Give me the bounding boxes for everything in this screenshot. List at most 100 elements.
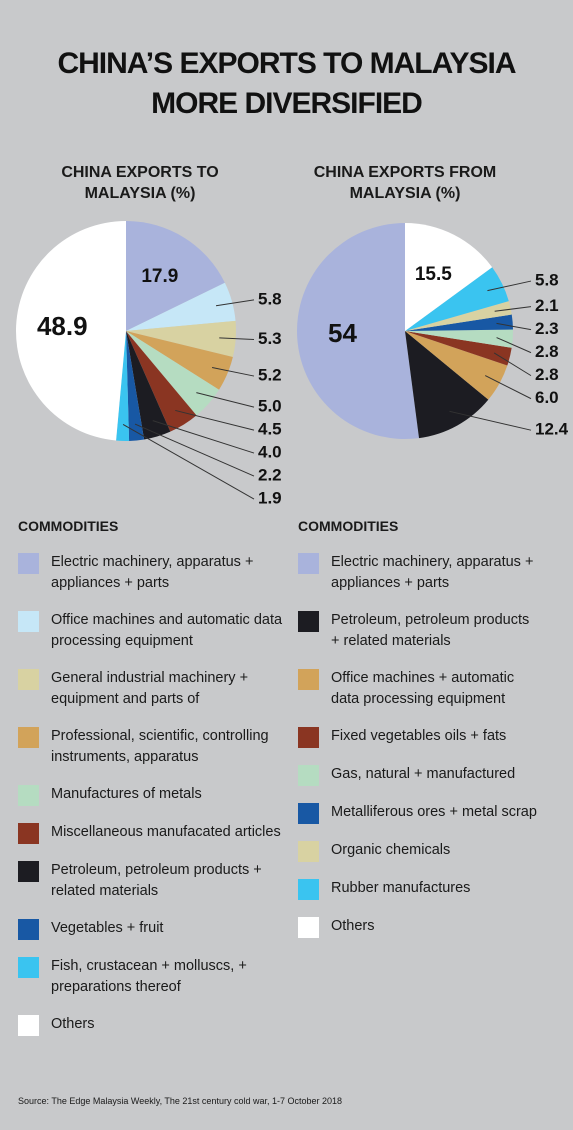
legend-swatch: [298, 803, 319, 824]
legend-label: Organic chemicals: [331, 842, 451, 858]
legend-swatch: [298, 611, 319, 632]
legend-item: Fixed vegetables oils + fats: [298, 726, 538, 748]
pie-slice: [126, 331, 233, 390]
pie-slice: [126, 320, 236, 358]
pie-slice: [405, 223, 493, 331]
value-label: 5.8: [258, 289, 282, 308]
legend-swatch: [298, 727, 319, 748]
pie-slice: [405, 267, 509, 331]
value-label: 15.5: [415, 264, 452, 285]
leader-line: [211, 366, 255, 377]
source-note: Source: The Edge Malaysia Weekly, The 21…: [18, 1096, 343, 1106]
leader-line: [494, 306, 532, 312]
legend-item: Office machines and automatic data proce…: [18, 610, 293, 652]
legend-label: Rubber manufactures: [331, 880, 471, 896]
legend-swatch: [298, 917, 319, 938]
legend-label: Metalliferous ores + metal scrap: [331, 804, 537, 820]
pie-slice: [126, 331, 197, 432]
legend-label: Office machines and automatic data proce…: [51, 612, 283, 649]
pie-slice: [15, 221, 127, 441]
legend-item: Electric machinery, apparatus + applianc…: [298, 552, 538, 594]
legend-item: General industrial machinery + equipment…: [18, 668, 293, 710]
legend-item: Others: [18, 1014, 293, 1036]
value-label: 4.5: [258, 420, 282, 439]
value-label: 2.8: [535, 365, 559, 384]
legend-title: COMMODITIES: [18, 518, 119, 534]
value-label: 12.4: [535, 420, 569, 439]
legend-item: Gas, natural + manufactured: [298, 764, 538, 786]
legend-swatch: [18, 611, 39, 632]
legend-swatch: [298, 669, 319, 690]
legend-swatch: [18, 553, 39, 574]
legend-item: Fish, crustacean + molluscs, + preparati…: [18, 956, 293, 998]
legend-swatch: [298, 841, 319, 862]
legend-item: Professional, scientific, controlling in…: [18, 726, 293, 768]
legend-swatch: [298, 879, 319, 900]
leader-line: [219, 337, 255, 340]
pie-slice: [405, 331, 489, 439]
legend-label: Gas, natural + manufactured: [331, 766, 516, 782]
pie-slice: [126, 331, 220, 416]
pie-slice: [126, 331, 145, 441]
legend-item: Petroleum, petroleum products + related …: [18, 860, 293, 902]
legend-label: Fixed vegetables oils + fats: [331, 728, 507, 744]
pie-slice: [405, 314, 513, 331]
pie-slice: [126, 282, 236, 331]
value-label: 6.0: [535, 388, 559, 407]
leader-line: [496, 322, 532, 331]
legend-swatch: [18, 823, 39, 844]
leader-line: [134, 423, 255, 477]
legend-label: Professional, scientific, controlling in…: [51, 728, 269, 765]
pie-slice: [126, 331, 171, 440]
legend-swatch: [18, 785, 39, 806]
legend-label: Miscellaneous manufacated articles: [51, 824, 281, 840]
legend-swatch: [298, 553, 319, 574]
leader-line: [485, 375, 532, 400]
legend-swatch: [18, 669, 39, 690]
legend-label: Petroleum, petroleum products + related …: [51, 862, 262, 899]
legend-label: Others: [331, 918, 375, 934]
value-label: 2.8: [535, 342, 559, 361]
legend: COMMODITIES Electric machinery, apparatus…: [298, 518, 538, 954]
value-label: 1.9: [258, 489, 282, 508]
legend-title: COMMODITIES: [298, 518, 399, 534]
main-title: CHINA’S EXPORTS TO MALAYSIA MORE DIVERSI…: [57, 47, 516, 120]
legend-label: Others: [51, 1016, 95, 1032]
leader-line: [449, 410, 532, 431]
value-label: 2.1: [535, 296, 559, 315]
pie-slice: [116, 331, 130, 441]
legend-item: Rubber manufactures: [298, 878, 538, 900]
leader-line: [152, 420, 255, 454]
value-label: 2.2: [258, 466, 282, 485]
legend-label: Vegetables + fruit: [51, 920, 164, 936]
legend-label: Electric machinery, apparatus + applianc…: [331, 554, 534, 591]
leader-line: [175, 409, 255, 431]
legend-item: Electric machinery, apparatus + applianc…: [18, 552, 293, 594]
value-label: 54: [328, 318, 357, 348]
value-label: 48.9: [37, 311, 88, 341]
leader-line: [487, 280, 532, 292]
legend-item: Office machines + automatic data process…: [298, 668, 538, 710]
legend-swatch: [18, 1015, 39, 1036]
pie-slice: [405, 331, 508, 400]
legend-item: Vegetables + fruit: [18, 918, 293, 940]
leader-line: [493, 352, 532, 377]
legend-item: Petroleum, petroleum products + related …: [298, 610, 538, 652]
legend-label: Petroleum, petroleum products + related …: [331, 612, 530, 649]
leader-line: [215, 299, 255, 307]
value-label: 5.8: [535, 271, 559, 290]
legend-label: General industrial machinery + equipment…: [51, 670, 249, 707]
legend: COMMODITIES Electric machinery, apparatus…: [18, 518, 293, 1052]
pie-slice: [126, 221, 225, 331]
value-label: 17.9: [141, 266, 178, 287]
legend-swatch: [18, 919, 39, 940]
leader-line: [196, 392, 255, 408]
legend-swatch: [18, 861, 39, 882]
value-label: 5.3: [258, 329, 282, 348]
legend-label: Electric machinery, apparatus + applianc…: [51, 554, 254, 591]
legend-item: Organic chemicals: [298, 840, 538, 862]
legend-item: Others: [298, 916, 538, 938]
leader-line: [496, 337, 532, 354]
value-label: 4.0: [258, 443, 282, 462]
